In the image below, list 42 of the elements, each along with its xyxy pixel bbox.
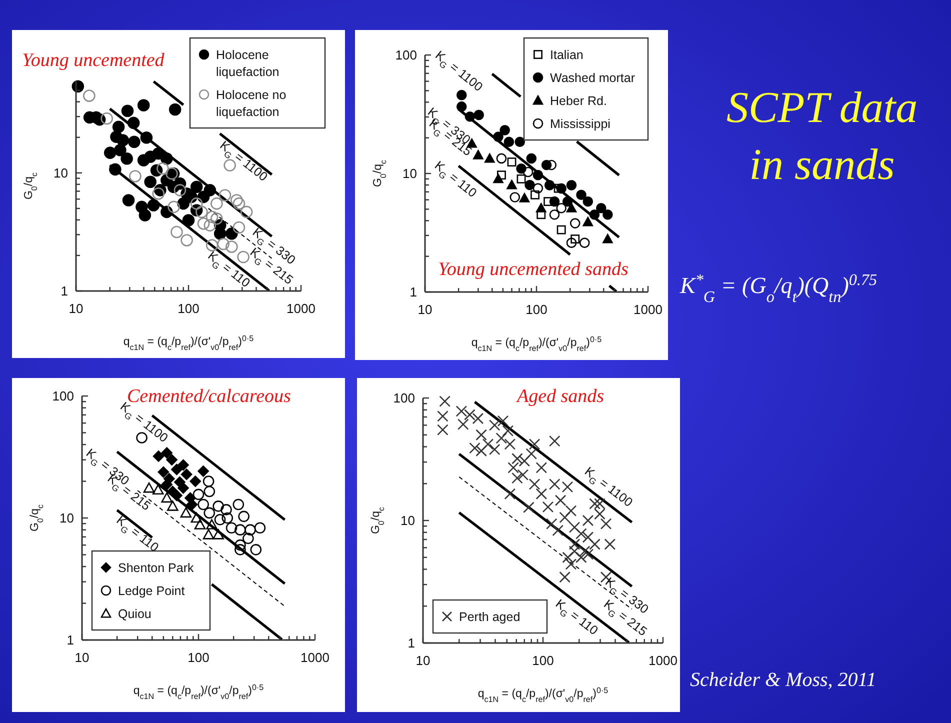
legend-label: Mississippi (550, 117, 610, 131)
text: Young uncemented sands (438, 259, 628, 280)
text: Scheider & Moss, 2011 (690, 669, 876, 691)
x-tick-label: 100 (526, 302, 548, 317)
text: q$_{c1N}$ = (q$_{c}$/p$_{ref}$)/(σ'$_{v0}$/p$_{ref}$)$^{0·5}$ (123, 334, 254, 352)
legend-label: Perth aged (459, 610, 520, 624)
x-tick-label: 10 (74, 650, 90, 665)
legend-label: Quiou (118, 607, 152, 621)
x-tick-label: 10 (418, 302, 432, 317)
y-tick-label: 100 (395, 48, 417, 62)
y-tick-label: 1 (408, 636, 415, 650)
legend-label: Heber Rd. (550, 94, 607, 108)
chart-title: Aged sands (515, 386, 604, 407)
y-tick-label: 1 (66, 632, 74, 648)
legend-label: Holocene liquefaction (216, 48, 280, 79)
text: K$^{*}$$_{G}$ = (G$_{o}$/q$_{t}$)(Q$_{tn}$)$^{0.75}$ (680, 272, 878, 306)
y-tick-label: 10 (54, 165, 68, 180)
y-tick-label: 100 (393, 390, 415, 406)
legend-label: Shenton Park (118, 561, 194, 575)
y-tick-label: 100 (52, 388, 74, 404)
chart-title: Cemented/calcareous (127, 386, 291, 407)
y-tick-label: 10 (60, 510, 74, 526)
y-tick-label: 10 (402, 166, 417, 181)
x-tick-label: 1000 (300, 650, 330, 665)
text: SCPT data in sands (726, 83, 918, 189)
x-tick-label: 1000 (634, 302, 662, 317)
legend-label: Ledge Point (118, 584, 186, 598)
legend-label: Holocene no liquefaction (216, 88, 286, 119)
legend-label: Washed mortar (550, 71, 635, 85)
x-tick-label: 100 (532, 653, 554, 668)
x-tick-label: 1000 (286, 301, 316, 316)
y-tick-label: 1 (410, 284, 417, 300)
x-tick-label: 100 (178, 301, 200, 316)
y-tick-label: 10 (400, 513, 415, 528)
y-tick-label: 1 (60, 284, 68, 298)
text: q$_{c1N}$ = (q$_{c}$/p$_{ref}$)/(σ'$_{v0}$/p$_{ref}$)$^{0·5}$ (478, 686, 608, 704)
legend-label: Italian (550, 48, 584, 62)
x-tick-label: 1000 (648, 653, 678, 668)
x-tick-label: 100 (188, 650, 210, 665)
text: q$_{c1N}$ = (q$_{c}$/p$_{ref}$)/(σ'$_{v0}$/p$_{ref}$)$^{0·5}$ (133, 682, 264, 700)
text: q$_{c1N}$ = (q$_{c}$/p$_{ref}$)/(σ'$_{v0}$/p$_{ref}$)$^{0·5}$ (471, 334, 602, 352)
chart-title: Young uncemented (22, 50, 165, 71)
